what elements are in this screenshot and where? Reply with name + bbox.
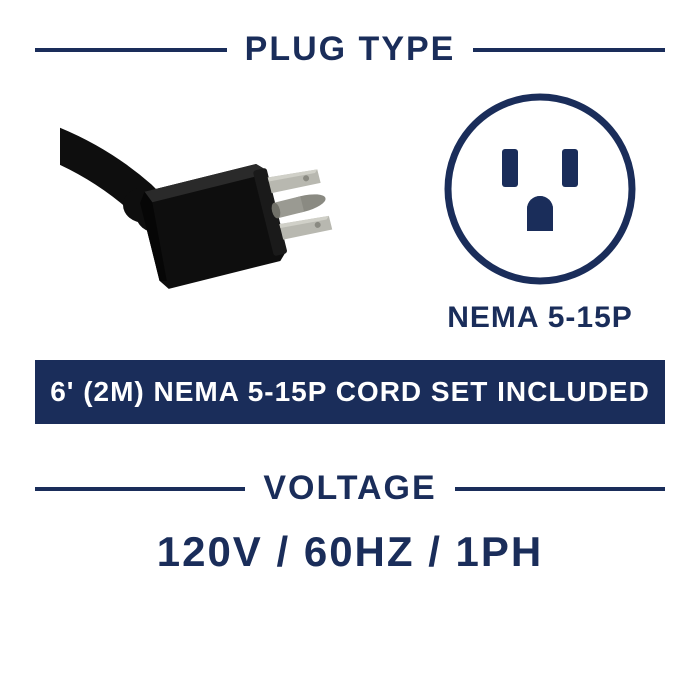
- header-line-left: [35, 487, 245, 491]
- plug-photo: [60, 107, 350, 317]
- outlet-diagram-block: NEMA 5-15P: [440, 89, 640, 335]
- voltage-value: 120V / 60HZ / 1PH: [35, 528, 665, 576]
- header-line-right: [473, 48, 665, 52]
- header-line-right: [455, 487, 665, 491]
- header-line-left: [35, 48, 227, 52]
- plug-illustration-row: NEMA 5-15P: [35, 89, 665, 335]
- plug-type-title: PLUG TYPE: [227, 30, 474, 69]
- plug-type-header: PLUG TYPE: [35, 30, 665, 69]
- outlet-label: NEMA 5-15P: [447, 301, 633, 335]
- voltage-header: VOLTAGE: [35, 469, 665, 508]
- cord-info-bar: 6' (2M) NEMA 5-15P CORD SET INCLUDED: [35, 360, 665, 424]
- voltage-title: VOLTAGE: [245, 469, 454, 508]
- outlet-icon: [440, 89, 640, 289]
